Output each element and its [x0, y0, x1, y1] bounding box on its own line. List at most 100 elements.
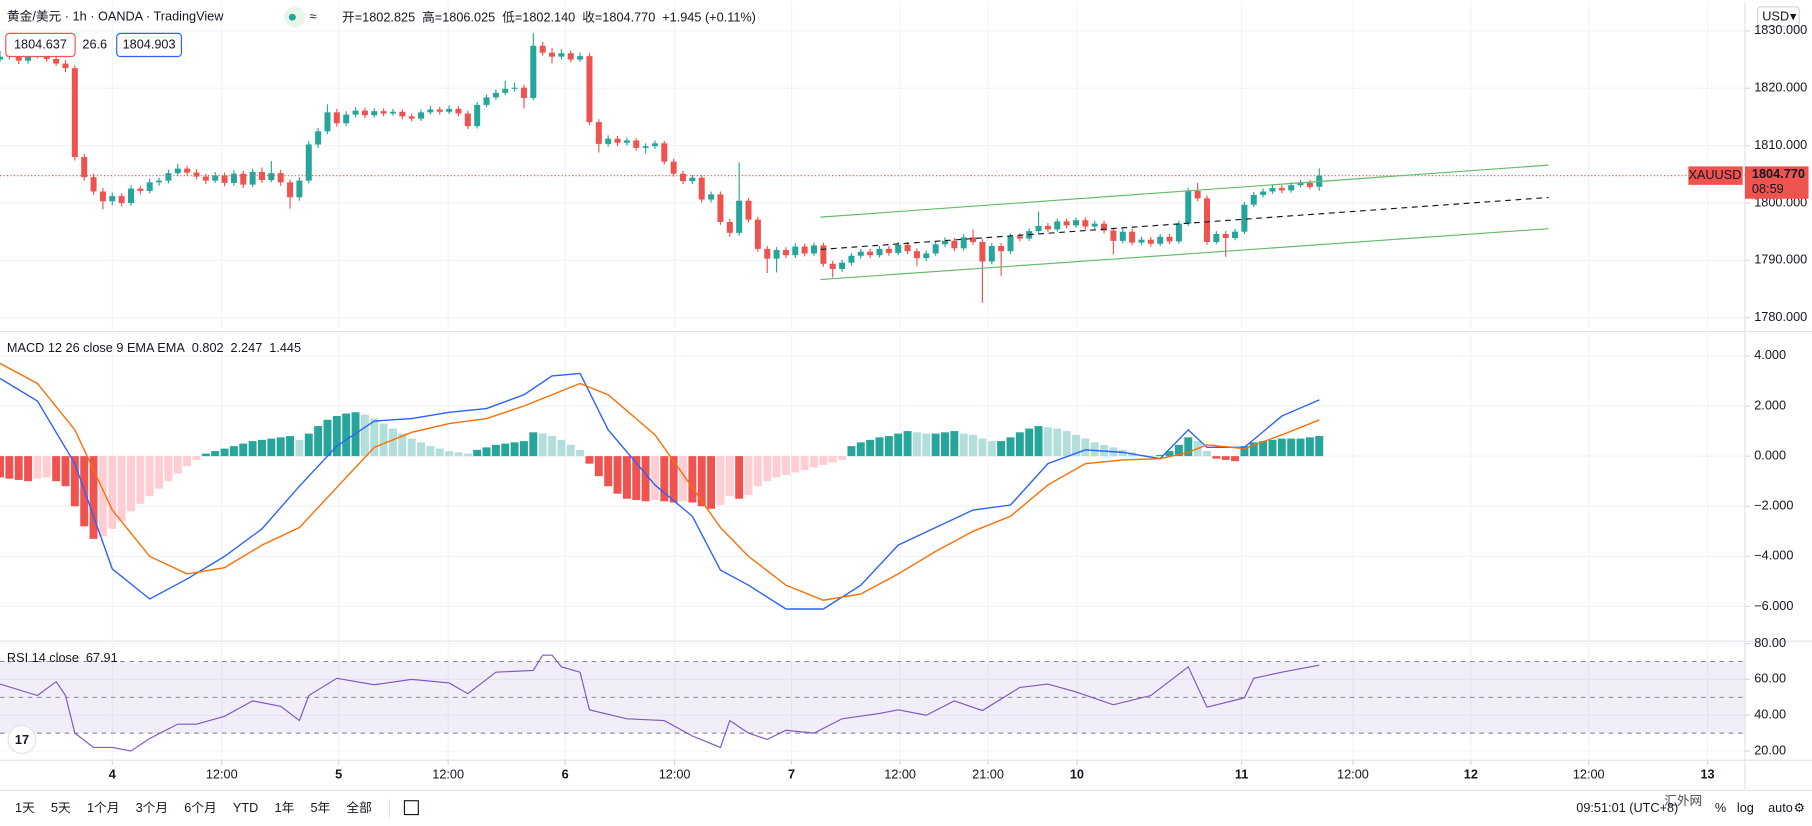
- candle-body: [885, 248, 892, 253]
- y-tick-label: 0.000: [1754, 447, 1786, 462]
- y-tick-label: 1810.000: [1754, 137, 1807, 152]
- candle-body: [174, 168, 181, 174]
- range-button[interactable]: 1天: [15, 800, 35, 815]
- histogram-bar: [641, 456, 650, 502]
- candle-body: [156, 180, 163, 183]
- candle-body: [296, 180, 303, 198]
- histogram-bar: [239, 443, 248, 457]
- candle-body: [474, 104, 481, 127]
- marks: [0, 30, 1750, 765]
- histogram-bar: [847, 446, 856, 457]
- indicator-title: RSI 14 close: [7, 650, 79, 665]
- candle-body: [764, 248, 771, 259]
- histogram-bar: [501, 443, 510, 457]
- candle-body: [801, 246, 808, 254]
- y-tick-label: 1790.000: [1754, 252, 1807, 267]
- candle-body: [1054, 221, 1061, 230]
- range-button[interactable]: 3个月: [136, 800, 168, 815]
- histogram-bar: [445, 451, 454, 457]
- histogram-bar: [660, 456, 669, 502]
- candle-body: [0, 56, 4, 60]
- histogram-bar: [1081, 438, 1090, 457]
- candle-body: [1203, 198, 1210, 243]
- price-tag: [1744, 166, 1809, 199]
- candle-body: [240, 173, 247, 185]
- histogram-bar: [426, 446, 435, 457]
- candle-body: [1147, 239, 1154, 244]
- histogram-bar: [707, 456, 716, 509]
- histogram-bar: [127, 456, 135, 512]
- histogram-bar: [585, 456, 594, 464]
- candle-body: [408, 116, 415, 119]
- candle-body: [792, 246, 799, 256]
- histogram-bar: [566, 444, 575, 457]
- range-button[interactable]: YTD: [233, 800, 258, 815]
- candle-body: [876, 248, 883, 256]
- candle-body: [717, 194, 724, 222]
- symbol-title: 黄金/美元 · 1h · OANDA · TradingView: [7, 9, 224, 24]
- macd-line: [0, 362, 1320, 601]
- candle-body: [258, 172, 265, 181]
- y-tick-label: 1830.000: [1754, 22, 1807, 37]
- histogram-bar: [725, 456, 734, 497]
- histogram-bar: [220, 448, 229, 457]
- candle-body: [913, 251, 920, 259]
- candle-body: [820, 245, 827, 264]
- candle-body: [520, 87, 527, 98]
- range-button[interactable]: 6个月: [184, 800, 216, 815]
- candle-body: [1138, 239, 1145, 243]
- candle-body: [857, 251, 864, 256]
- x-tick-label: 21:00: [972, 767, 1004, 782]
- y-tick-label: 1820.000: [1754, 80, 1807, 95]
- candle-body: [605, 138, 612, 144]
- histogram-bar: [482, 447, 491, 457]
- range-button[interactable]: 5年: [310, 800, 330, 815]
- range-button[interactable]: 1个月: [87, 800, 119, 815]
- histogram-bar: [164, 456, 173, 482]
- currency-button[interactable]: [1757, 6, 1800, 28]
- range-button[interactable]: 全部: [346, 800, 372, 815]
- histogram-bar: [24, 456, 33, 482]
- candle-body: [221, 175, 228, 183]
- settings-icon[interactable]: ⚙: [1794, 800, 1805, 815]
- candle-body: [1166, 236, 1173, 242]
- candle-body: [848, 255, 855, 263]
- histogram-bar: [763, 456, 772, 482]
- y-tick-label: 1780.000: [1754, 309, 1807, 324]
- histogram-bar: [1062, 431, 1071, 457]
- candle-body: [268, 173, 275, 181]
- candle-body: [380, 111, 387, 114]
- range-button[interactable]: 1年: [275, 800, 295, 815]
- candle-body: [1232, 231, 1239, 238]
- candle-body: [577, 56, 584, 60]
- histogram-bar: [679, 456, 687, 502]
- histogram-bar: [136, 456, 145, 504]
- range-button[interactable]: 5天: [51, 800, 71, 815]
- compare-icon[interactable]: [403, 800, 419, 816]
- histogram-bar: [912, 432, 921, 457]
- histogram-bar: [810, 456, 818, 468]
- scale-button[interactable]: auto: [1768, 800, 1793, 815]
- histogram-bar: [697, 456, 706, 507]
- histogram-bar: [192, 456, 201, 460]
- channel-mid: [820, 196, 1549, 251]
- histogram-bar: [42, 456, 51, 478]
- scale-button[interactable]: %: [1715, 800, 1726, 815]
- candle-body: [305, 144, 312, 181]
- candle-body: [464, 113, 471, 127]
- histogram-bar: [276, 437, 285, 457]
- candle-body: [436, 109, 443, 112]
- candle-body: [446, 108, 453, 112]
- candle-body: [146, 182, 153, 191]
- candle-body: [979, 242, 986, 262]
- histogram-bar: [1165, 451, 1174, 457]
- currency-caret[interactable]: ▾: [1790, 9, 1797, 24]
- scale-button[interactable]: log: [1737, 800, 1754, 815]
- histogram-bar: [314, 426, 323, 457]
- histogram-bar: [1184, 437, 1193, 457]
- histogram-bar: [1053, 428, 1062, 457]
- currency[interactable]: USD: [1762, 9, 1789, 24]
- histogram-bar: [510, 442, 519, 457]
- histogram-bar: [1249, 442, 1258, 457]
